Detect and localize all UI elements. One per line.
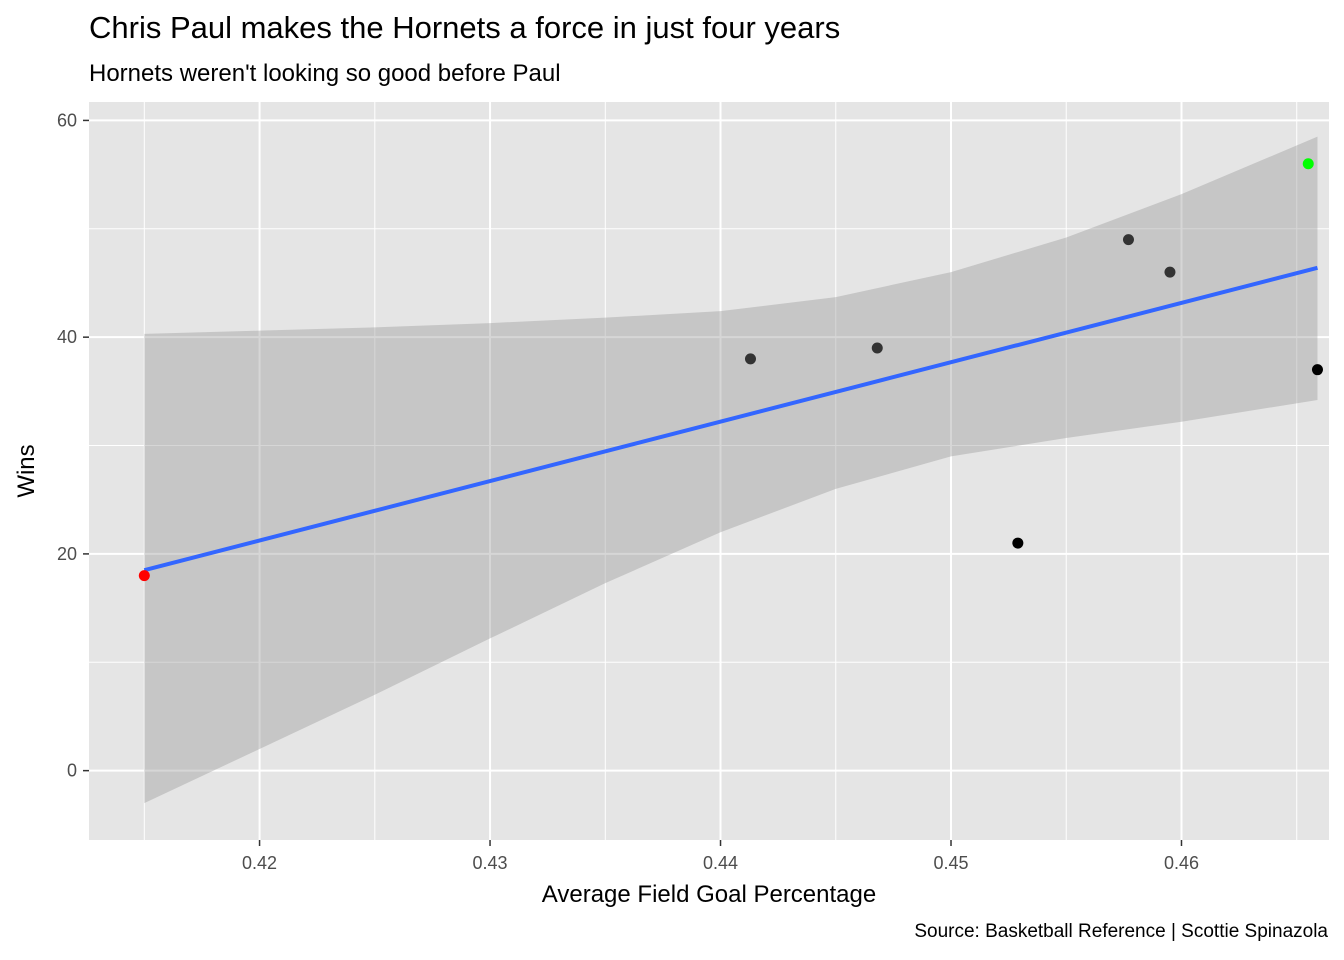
trend-line	[143, 265, 1318, 573]
x-tick-label: 0.46	[1164, 853, 1199, 873]
chart-subtitle: Hornets weren't looking so good before P…	[89, 60, 561, 87]
y-axis: 0 20 40 60	[57, 110, 89, 781]
x-tick-label: 0.45	[933, 853, 968, 873]
y-tick-label: 0	[67, 761, 77, 781]
chart-caption: Source: Basketball Reference | Scottie S…	[914, 921, 1328, 942]
confidence-band	[144, 136, 1318, 804]
data-point	[871, 342, 883, 354]
y-tick-label: 40	[57, 327, 77, 347]
x-tick-label: 0.44	[703, 853, 738, 873]
data-point	[1122, 234, 1134, 246]
x-tick-label: 0.43	[473, 853, 508, 873]
data-point	[1311, 364, 1323, 376]
data-point	[138, 570, 150, 582]
data-point	[744, 353, 756, 365]
grid-major	[89, 102, 1329, 840]
x-tick-label: 0.42	[242, 853, 277, 873]
x-axis-title: Average Field Goal Percentage	[542, 881, 876, 908]
data-point	[1164, 266, 1176, 278]
grid-minor	[89, 102, 1329, 840]
y-tick-label: 20	[57, 544, 77, 564]
plot-panel	[89, 102, 1329, 840]
trend-line-group	[143, 265, 1318, 573]
y-tick-label: 60	[57, 110, 77, 130]
y-axis-title: Wins	[13, 444, 40, 497]
data-points	[138, 158, 1323, 582]
confidence-band-area	[144, 136, 1318, 804]
chart-title: Chris Paul makes the Hornets a force in …	[89, 10, 841, 45]
x-axis: 0.42 0.43 0.44 0.45 0.46	[242, 840, 1199, 873]
data-point	[1302, 158, 1314, 170]
data-point	[1012, 537, 1024, 549]
